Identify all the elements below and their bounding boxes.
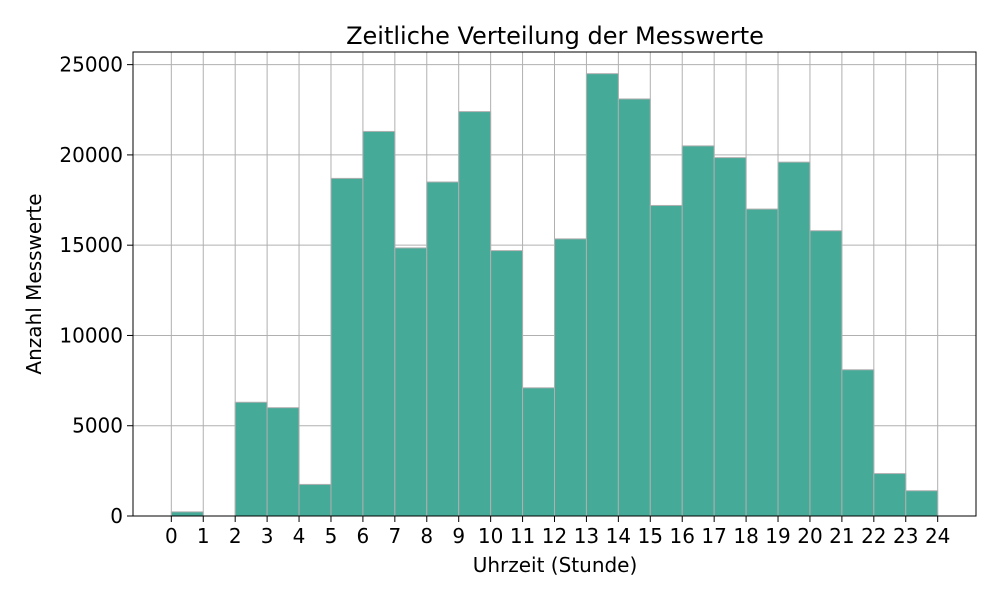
histogram-bar (362, 130, 396, 517)
histogram-bar (905, 490, 939, 517)
y-tick-label: 15000 (59, 233, 123, 257)
histogram-bar (873, 473, 907, 517)
histogram-bar (841, 369, 875, 517)
histogram-bar (170, 511, 204, 517)
histogram-bar (330, 177, 364, 517)
x-tick-label: 12 (542, 524, 567, 548)
x-tick-label: 18 (733, 524, 758, 548)
x-tick-label: 4 (293, 524, 306, 548)
x-tick-label: 2 (229, 524, 242, 548)
bars (170, 73, 939, 517)
histogram-bar (490, 250, 524, 517)
x-tick-label: 22 (861, 524, 886, 548)
y-tick-label: 25000 (59, 53, 123, 77)
histogram-bar (298, 483, 332, 517)
x-tick-label: 24 (925, 524, 950, 548)
x-tick-label: 1 (197, 524, 210, 548)
histogram-bar (522, 387, 555, 517)
x-axis-ticks: 0 1 2 3 4 5 6 7 8 9 10 11 12 13 14 15 16 17 18 19 20 21 22 23 24 (165, 516, 950, 548)
x-tick-label: 8 (420, 524, 433, 548)
x-tick-label: 16 (670, 524, 695, 548)
y-tick-label: 0 (110, 504, 123, 528)
histogram-bar (617, 98, 651, 517)
histogram-bar (394, 247, 428, 517)
x-tick-label: 17 (701, 524, 726, 548)
y-axis-label: Anzahl Messwerte (22, 193, 46, 374)
x-axis-label: Uhrzeit (Stunde) (473, 553, 638, 577)
histogram-bar (809, 230, 843, 517)
x-tick-label: 20 (797, 524, 822, 548)
histogram-bar (234, 401, 268, 517)
x-tick-label: 23 (893, 524, 918, 548)
histogram-bar (745, 208, 779, 517)
x-tick-label: 10 (478, 524, 503, 548)
x-tick-label: 3 (261, 524, 274, 548)
x-tick-label: 19 (765, 524, 790, 548)
histogram-bar (585, 73, 619, 517)
x-tick-label: 11 (510, 524, 535, 548)
y-tick-label: 20000 (59, 143, 123, 167)
histogram-bar (649, 204, 683, 517)
histogram-bar (458, 111, 492, 517)
histogram-bar (713, 157, 747, 517)
histogram-bar (777, 161, 811, 517)
x-tick-label: 13 (574, 524, 599, 548)
x-tick-label: 15 (638, 524, 663, 548)
x-tick-label: 14 (606, 524, 631, 548)
y-tick-label: 10000 (59, 323, 123, 347)
histogram-bar (554, 238, 587, 517)
x-tick-label: 6 (357, 524, 370, 548)
histogram-bar (681, 145, 715, 517)
x-tick-label: 9 (452, 524, 465, 548)
histogram-bar (266, 407, 300, 517)
y-axis-ticks: 0 5000 10000 15000 20000 25000 (59, 53, 133, 528)
chart-title: Zeitliche Verteilung der Messwerte (346, 22, 764, 50)
x-tick-label: 21 (829, 524, 854, 548)
x-tick-label: 5 (325, 524, 338, 548)
y-tick-label: 5000 (72, 414, 123, 438)
x-tick-label: 0 (165, 524, 178, 548)
x-tick-label: 7 (388, 524, 401, 548)
histogram-bar (426, 181, 460, 517)
